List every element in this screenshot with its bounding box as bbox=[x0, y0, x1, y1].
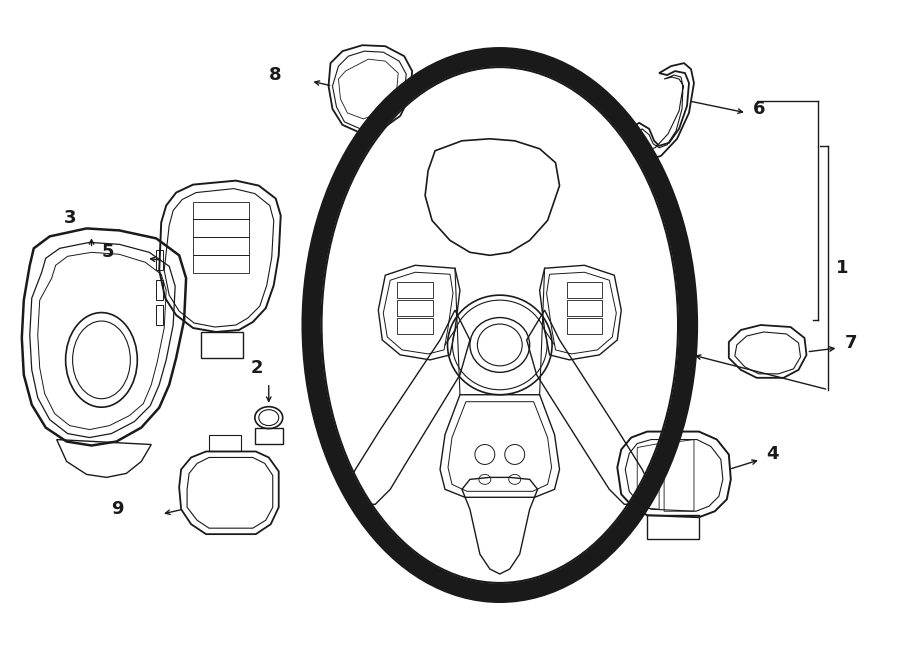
Text: 3: 3 bbox=[64, 209, 76, 228]
Text: 6: 6 bbox=[752, 100, 765, 118]
Text: 9: 9 bbox=[112, 500, 124, 518]
Text: 8: 8 bbox=[269, 66, 282, 84]
Text: 1: 1 bbox=[836, 260, 849, 277]
Text: 5: 5 bbox=[102, 244, 114, 261]
Text: 4: 4 bbox=[767, 446, 779, 463]
Ellipse shape bbox=[321, 67, 678, 583]
Text: 7: 7 bbox=[844, 334, 857, 352]
Text: 2: 2 bbox=[251, 359, 264, 377]
